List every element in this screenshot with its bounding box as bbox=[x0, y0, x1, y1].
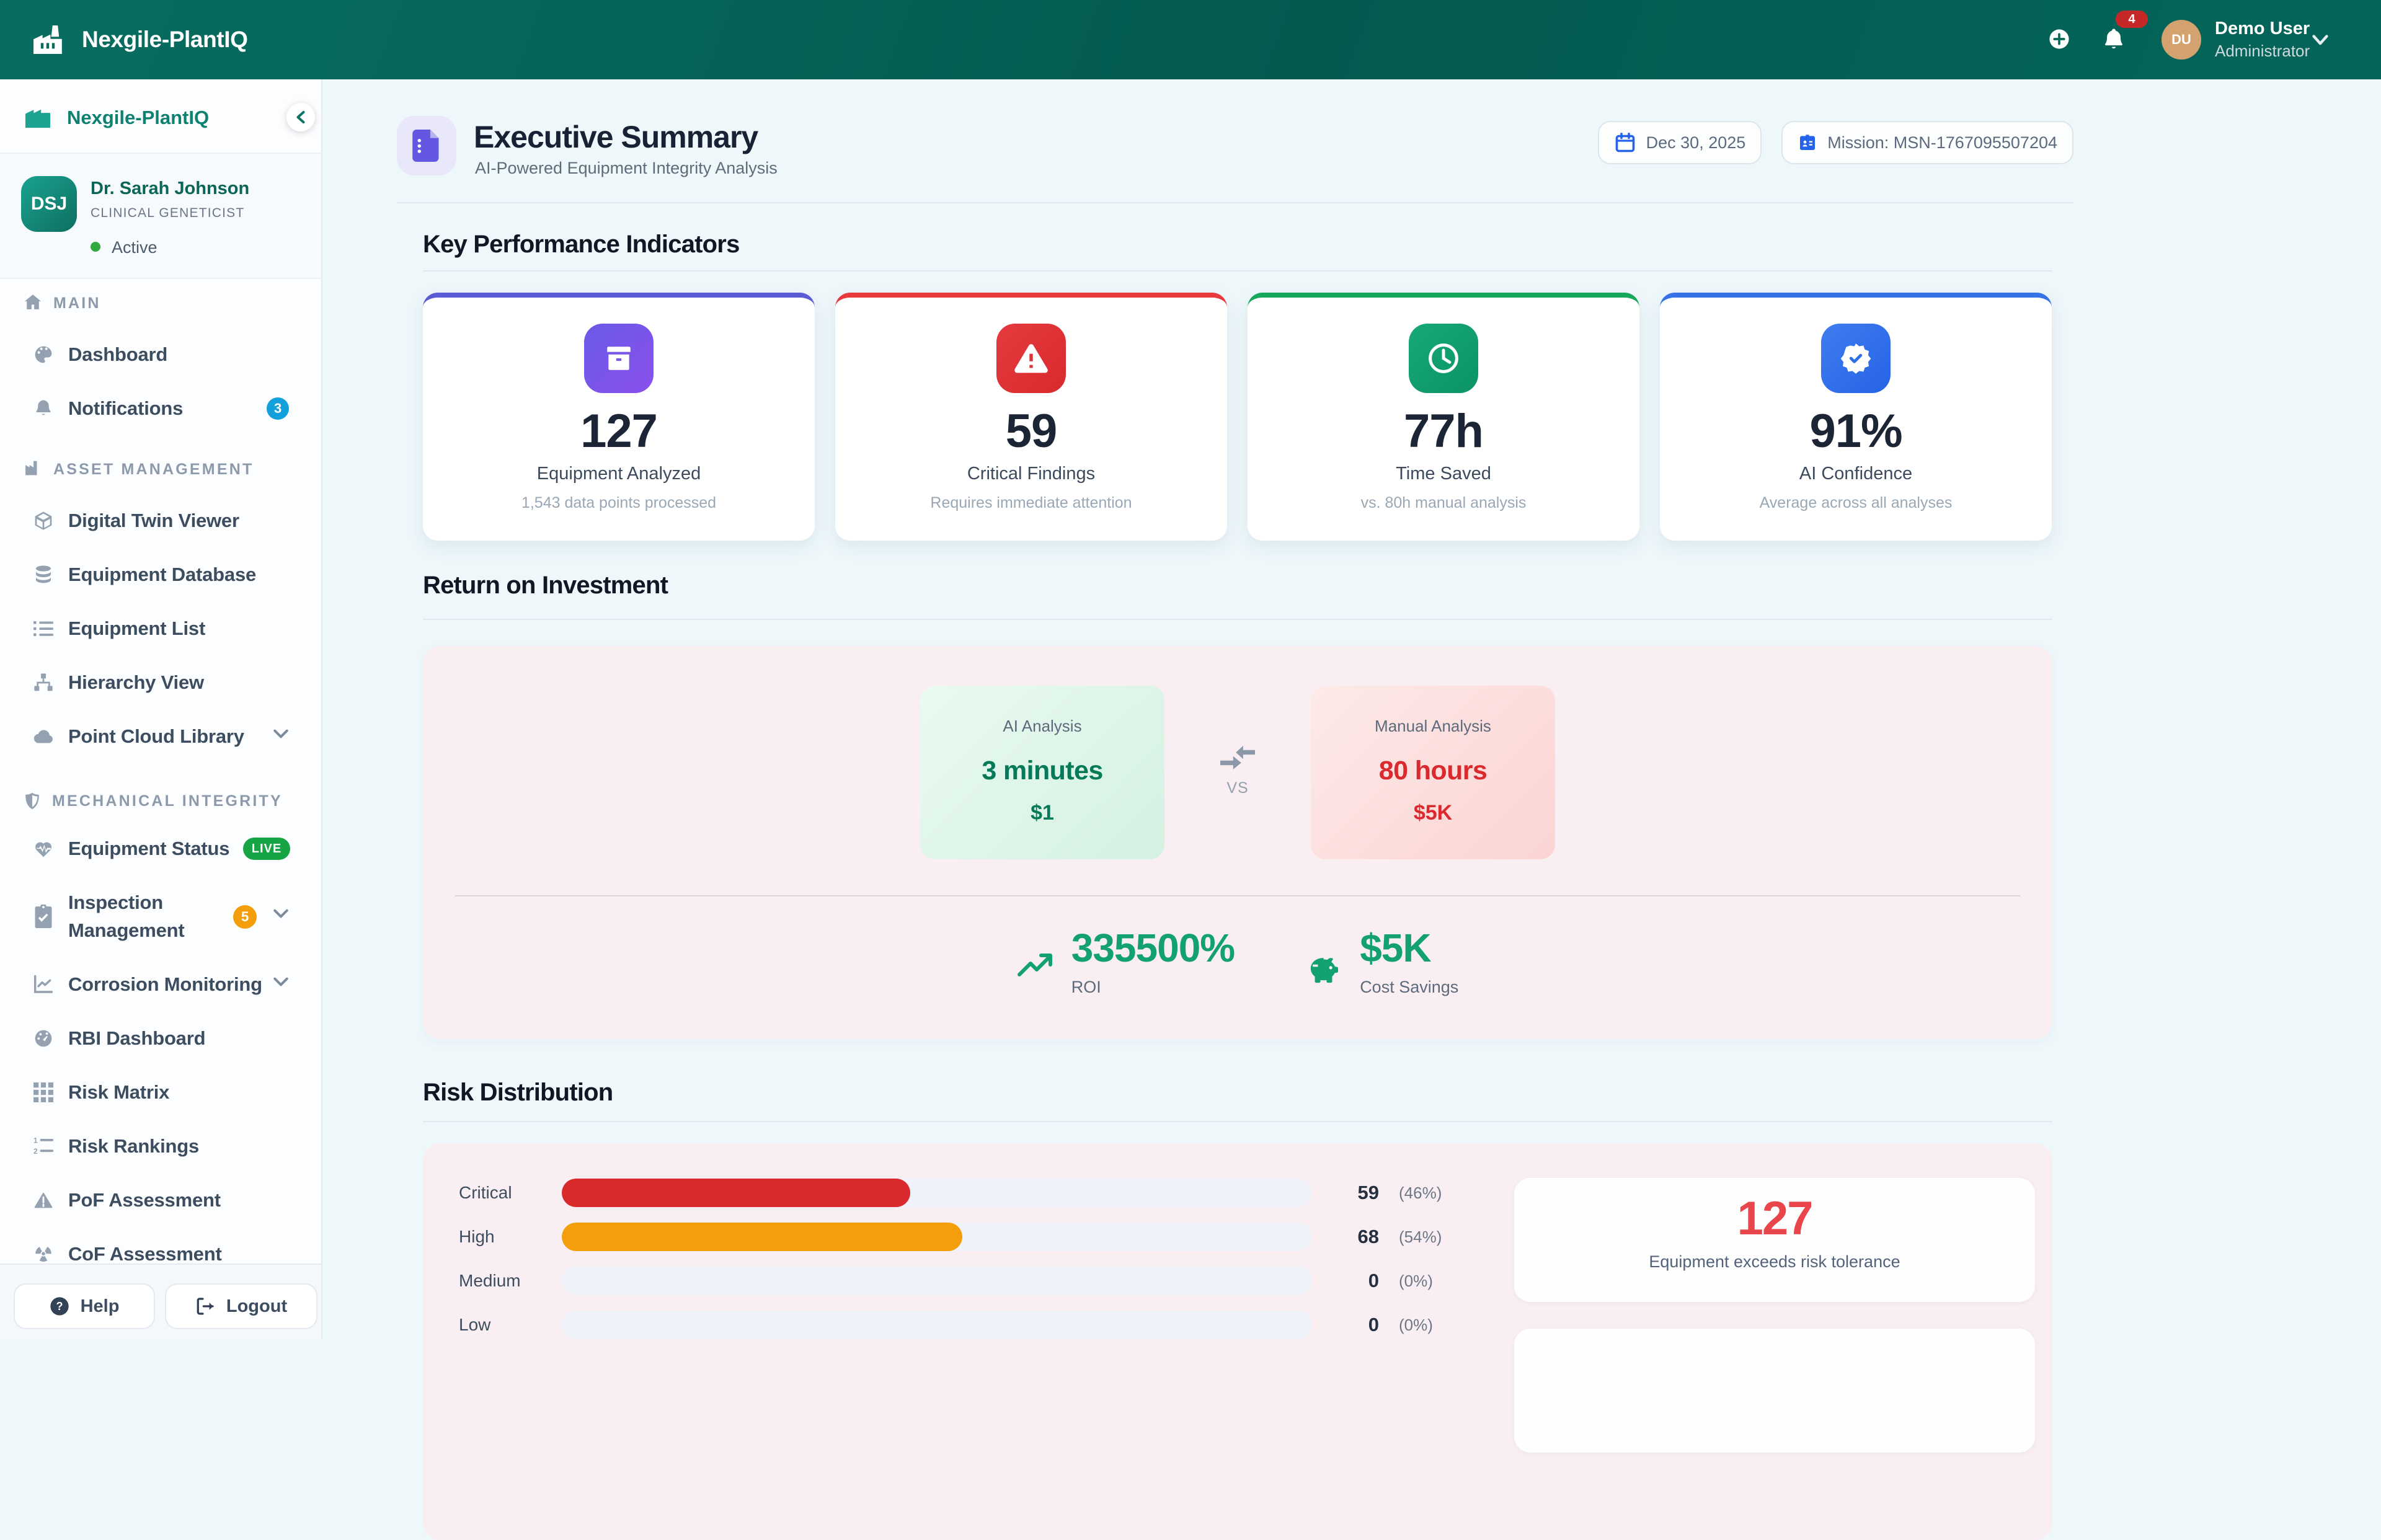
svg-text:1: 1 bbox=[33, 1136, 38, 1144]
svg-text:2: 2 bbox=[33, 1147, 38, 1156]
svg-text:?: ? bbox=[56, 1300, 63, 1312]
